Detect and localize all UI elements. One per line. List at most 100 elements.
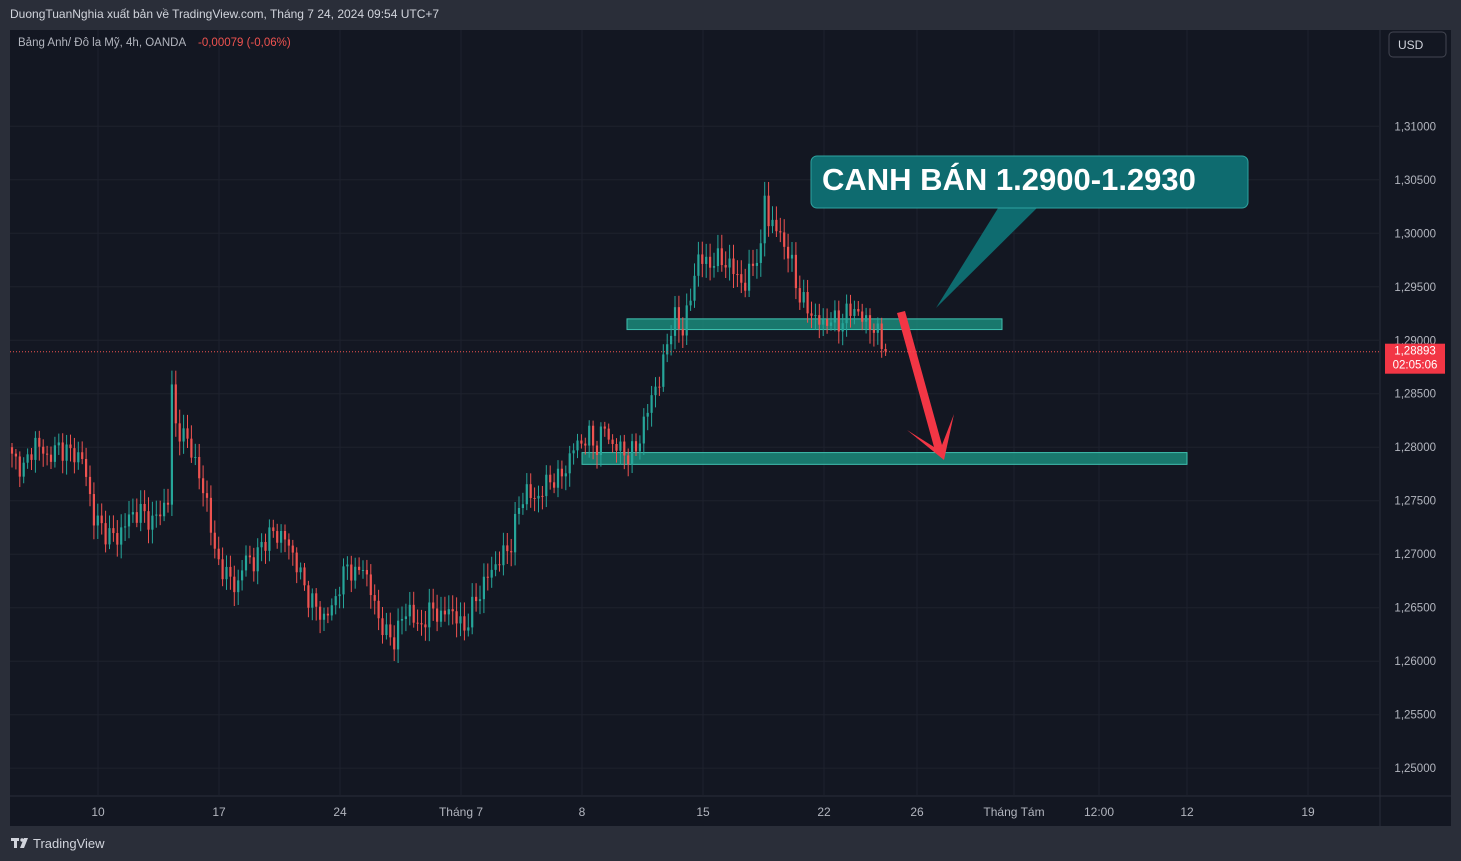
candle-body [716,248,719,267]
candle-body [124,526,127,528]
candle-body [748,263,751,291]
candle-body [467,627,470,631]
candle-body [670,335,673,345]
candle-body [658,386,661,388]
candle-body [120,527,123,545]
candle-body [837,310,840,332]
candle-body [521,504,524,508]
time-tick-label: 8 [579,805,586,819]
candle-body [198,456,201,479]
candles [10,181,887,663]
chart-background [10,30,1451,826]
time-tick-label: 17 [212,805,226,819]
countdown-label: 02:05:06 [1393,360,1438,372]
candle-body [615,444,618,451]
candle-body [709,256,712,268]
candle-body [256,547,259,572]
candle-body [346,564,349,567]
candle-body [108,528,111,545]
candle-body [244,555,248,571]
symbol-line: Bảng Anh/ Đô la Mỹ, 4h, OANDA [18,37,186,49]
candle-body [599,426,602,455]
candle-body [408,604,411,617]
candle-body [221,559,224,580]
candle-body [186,428,189,439]
candle-body [451,609,454,612]
candle-body [482,576,485,600]
candle-body [178,423,181,442]
candle-body [342,566,345,595]
target-zone [581,452,1188,465]
price-tick-label: 1,26000 [1394,656,1436,668]
time-tick-label: 12 [1180,805,1194,819]
candle-body [26,454,29,463]
candle-body [627,455,630,465]
footer-brand: TradingView [33,836,105,851]
candle-body [88,476,92,495]
down-arrow [897,311,954,460]
candle-body [163,502,166,517]
candle-body [806,292,809,314]
candle-body [322,613,326,620]
candle-body [514,513,517,553]
candle-body [759,243,762,263]
candle-body [77,452,80,463]
candle-body [525,484,528,505]
price-tick-label: 1,28500 [1394,389,1436,401]
candle-body [751,263,755,266]
candle-body [143,503,146,512]
callout-box [810,155,1249,209]
candle-body [443,610,446,615]
time-tick-label: 12:00 [1084,805,1114,819]
candle-body [299,567,302,573]
candle-body [338,594,341,597]
time-axis-labels: 10 17 24 Tháng 7 8 15 22 26 Tháng Tám 12:00 12 19 [91,805,1315,819]
candle-body [319,606,322,620]
candle-body [872,329,875,333]
candle-body [829,322,833,326]
candle-body [787,246,790,259]
candle-body [673,307,677,336]
currency-button[interactable] [1388,31,1447,58]
candle-body [330,605,333,616]
candle-body [166,502,170,505]
candle-body [30,454,33,460]
candle-body [385,624,388,636]
candle-body [217,548,220,560]
currency-button-label: USD [1398,38,1424,52]
candle-body [545,474,548,497]
candle-body [34,437,37,460]
current-price-label: 1,28893 [1394,346,1436,358]
candle-body [455,611,458,624]
price-tick-label: 1,27500 [1394,496,1436,508]
candle-body [631,441,634,465]
candle-body [412,604,415,623]
candle-body [638,443,641,452]
candle-body [755,262,758,266]
candle-body [432,602,435,609]
candle-body [724,265,727,268]
candle-body [127,514,131,527]
candle-body [436,608,439,622]
time-tick-label: 22 [817,805,831,819]
candle-body [276,531,279,543]
candle-body [705,256,708,264]
candle-body [818,315,821,325]
candle-body [564,473,567,477]
time-tick-label: 15 [696,805,710,819]
candle-body [241,570,244,581]
candle-body [849,303,852,316]
candle-body [572,450,575,454]
candle-body [159,514,162,517]
candle-body [209,497,212,533]
candle-body [826,319,829,326]
candle-body [560,468,563,477]
candle-body [541,495,544,497]
candle-body [291,545,294,553]
candle-body [494,564,497,570]
candle-body [174,384,177,424]
candle-body [354,566,357,581]
candle-body [42,446,45,454]
candle-body [642,416,645,444]
